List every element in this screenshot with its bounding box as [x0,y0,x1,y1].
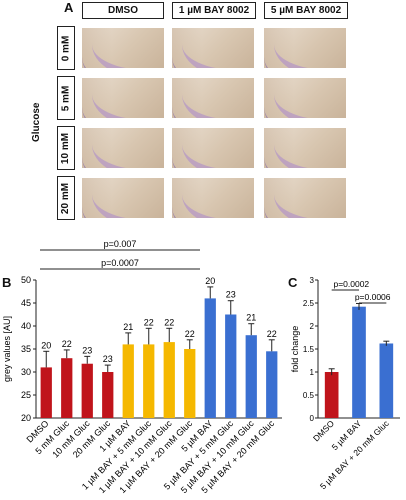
micrograph-tile [82,78,164,118]
row-label-0mm: 0 mM [57,26,75,70]
y-axis-label: grey values [AU] [2,316,12,382]
significance-label: p=0.0007 [101,258,139,268]
bar [61,358,73,418]
bar [122,344,134,418]
micrograph-tile [82,178,164,218]
panel-c-letter: C [288,275,298,290]
column-header-1um-bay: 1 µM BAY 8002 [172,2,256,19]
n-label: 20 [41,340,51,350]
micrograph-tile [264,128,346,168]
significance-label: p=0.0002 [333,279,369,289]
x-tick-label: DMSO [311,418,336,443]
column-header-5um-bay: 5 µM BAY 8002 [264,2,348,19]
micrograph-tile [172,28,254,68]
bar [143,344,155,418]
significance-label: p=0.0006 [355,292,391,302]
n-label: 21 [123,322,133,332]
y-tick-label: 2 [310,322,315,331]
y-tick-label: 1.5 [303,345,315,354]
micrograph-tile [172,78,254,118]
y-tick-label: 0 [310,414,315,423]
micrograph-tile [172,178,254,218]
bar [225,314,237,418]
y-tick-label: 2.5 [303,299,315,308]
bar [163,342,175,418]
y-axis-label: fold change [290,326,300,373]
panel-a-letter: A [64,0,74,15]
micrograph-tile [82,128,164,168]
n-label: 22 [267,329,277,339]
panel-b-letter: B [2,275,12,290]
glucose-axis-label: Glucose [31,102,42,142]
y-tick-label: 40 [21,321,31,331]
bar [40,367,52,418]
n-label: 21 [246,313,256,323]
bar [184,349,196,418]
bar [102,372,114,418]
y-tick-label: 1 [310,368,315,377]
bar [324,372,339,418]
bar [245,335,257,418]
row-label-5mm: 5 mM [57,76,75,120]
n-label: 23 [226,290,236,300]
n-label: 22 [164,317,174,327]
row-label-10mm: 10 mM [57,126,75,170]
micrograph-tile [172,128,254,168]
bar [81,363,93,418]
y-tick-label: 35 [21,344,31,354]
micrograph-tile [264,78,346,118]
y-tick-label: 30 [21,367,31,377]
y-tick-label: 3 [310,276,315,285]
bar [204,298,216,418]
column-header-dmso: DMSO [82,2,164,19]
chart-b: p=0.007 p=0.0007 20 25 30 35 40 45 50 grey values… [2,240,282,495]
n-label: 22 [144,317,154,327]
micrograph-tile [264,178,346,218]
n-label: 20 [205,276,215,286]
bar [352,306,366,418]
n-label: 23 [103,354,113,364]
y-tick-label: 20 [21,413,31,423]
y-tick-label: 25 [21,390,31,400]
micrograph-tile [264,28,346,68]
n-label: 22 [185,329,195,339]
n-label: 22 [62,339,72,349]
row-label-20mm: 20 mM [57,176,75,220]
n-label: 23 [82,345,92,355]
micrograph-tile [82,28,164,68]
y-tick-label: 45 [21,298,31,308]
significance-label: p=0.007 [104,240,137,249]
y-tick-label: 50 [21,275,31,285]
bar [379,343,394,418]
y-tick-label: 0.5 [303,391,315,400]
bar [266,351,278,418]
